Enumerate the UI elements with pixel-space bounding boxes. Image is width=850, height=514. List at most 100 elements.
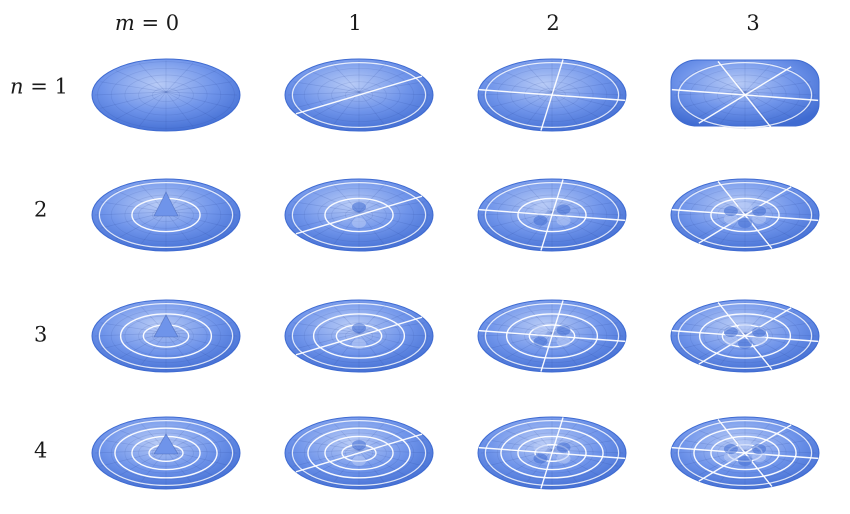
membrane-surface (670, 59, 820, 127)
mesh-line (331, 211, 360, 248)
mode-lobe (533, 204, 548, 215)
mesh-line (165, 91, 232, 109)
mesh-line (138, 62, 167, 93)
column-label-m3: 3 (746, 11, 760, 35)
nodal-circle (505, 313, 599, 359)
mesh-ring (290, 419, 428, 487)
mesh-ring (676, 419, 814, 487)
nodal-diameter (295, 195, 423, 235)
central-peak (153, 433, 179, 455)
nodal-diameter (698, 424, 792, 482)
mode-surface-n1-m0 (91, 58, 241, 132)
mesh-line (551, 91, 603, 120)
mode-lobe (738, 440, 752, 451)
central-peak (153, 314, 179, 338)
mesh-line (165, 190, 217, 213)
mesh-line (358, 190, 410, 213)
mesh-line (287, 332, 360, 337)
nodal-circle-outer (98, 420, 234, 487)
mesh-line (165, 81, 232, 93)
mesh-line (358, 211, 387, 248)
mesh-line (524, 449, 553, 486)
mesh-ring (110, 425, 222, 481)
mesh-line (138, 332, 167, 369)
mesh-ring (331, 81, 387, 109)
mesh-ring (290, 61, 428, 129)
mesh-ring (317, 74, 401, 116)
mesh-line (293, 332, 360, 350)
column-label-m2: 2 (546, 11, 560, 35)
nodal-circle (307, 427, 411, 479)
mesh-ring (138, 81, 194, 109)
mode-surface-n2-m1 (284, 178, 434, 252)
mesh-line (100, 322, 167, 334)
column-eq: = (134, 11, 166, 35)
mesh-ring (717, 81, 773, 109)
mesh-line (331, 91, 360, 128)
mesh-ring (689, 308, 801, 364)
mesh-line (486, 81, 553, 93)
mode-lobe (723, 206, 738, 217)
mesh-line (744, 70, 796, 93)
row-label-n1: n = 1 (10, 74, 68, 99)
mesh-line (165, 211, 238, 216)
mesh-ring (483, 302, 621, 370)
nodal-circle-outer (98, 303, 234, 370)
mode-surface-n4-m2 (477, 416, 627, 490)
mesh-line (744, 449, 773, 486)
mesh-line (358, 201, 425, 213)
mode-surface-n1-m1 (284, 58, 434, 132)
nodal-diameter (698, 66, 792, 124)
mode-lobe (752, 213, 767, 224)
mesh-ring (303, 187, 415, 243)
mesh-ring (110, 187, 222, 243)
mesh-line (165, 439, 232, 451)
mode-lobe (352, 440, 366, 451)
row-label-n2: 2 (34, 197, 48, 222)
mode-lobe (556, 215, 571, 226)
mesh-ring (317, 432, 401, 474)
mode-surface-n3-m1 (284, 299, 434, 373)
nodal-diameter (540, 59, 564, 131)
mesh-line (331, 449, 360, 486)
mesh-line (679, 81, 746, 93)
mesh-ring (124, 74, 208, 116)
row-var: n (10, 74, 24, 99)
mesh-line (358, 322, 425, 334)
mesh-line (551, 91, 580, 128)
mesh-line (524, 303, 553, 334)
nodal-circle-outer (484, 182, 620, 249)
mode-lobe (738, 455, 752, 466)
mesh-ring (303, 67, 415, 123)
mesh-line (480, 91, 553, 96)
mode-surface-n3-m3 (670, 299, 820, 373)
mesh-line (293, 439, 360, 451)
mesh-line (165, 332, 238, 337)
mesh-ring (524, 439, 580, 467)
mesh-line (331, 62, 360, 93)
nodal-circle (500, 427, 604, 479)
mesh-ring (689, 425, 801, 481)
mesh-ring (290, 302, 428, 370)
column-label-m0: m = 0 (115, 13, 179, 34)
column-var: m (114, 11, 135, 35)
mesh-ring (510, 74, 594, 116)
mesh-line (551, 70, 603, 93)
nodal-circle (710, 435, 780, 471)
nodal-circle-outer (98, 182, 234, 249)
mesh-ring (496, 308, 608, 364)
mesh-ring (717, 322, 773, 350)
mesh-line (138, 449, 167, 486)
mesh-ring (524, 322, 580, 350)
mesh-line (551, 91, 618, 109)
mode-lobe (556, 325, 571, 336)
row-eq: = (23, 74, 55, 99)
mode-surface-n4-m1 (284, 416, 434, 490)
mesh-ring (703, 194, 787, 236)
mesh-line (165, 311, 217, 334)
mesh-ring (97, 419, 235, 487)
mesh-line (358, 91, 425, 109)
mesh-line (358, 332, 410, 361)
nodal-circle-outer (291, 303, 427, 370)
